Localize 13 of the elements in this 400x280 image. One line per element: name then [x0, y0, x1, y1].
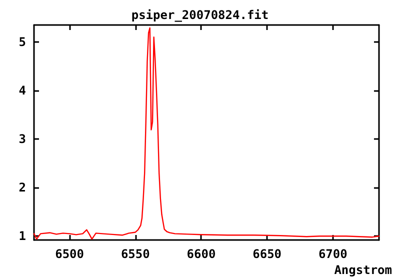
x-tick-label: 6550 [120, 247, 150, 261]
line-series [33, 27, 380, 240]
x-tick-label: 6650 [252, 247, 282, 261]
y-tick-label: 3 [18, 132, 26, 146]
x-tick-label: 6500 [55, 247, 84, 261]
y-tick-label: 2 [18, 180, 26, 195]
y-tick-label: 1 [18, 229, 26, 244]
y-tick-label: 5 [18, 34, 26, 49]
x-tick-label: 6600 [186, 247, 216, 261]
x-tick-label: 6700 [318, 247, 348, 261]
x-axis-title: Angstrom [334, 263, 392, 277]
y-tick-label: 4 [18, 84, 26, 98]
chart-title: psiper_20070824.fit [131, 8, 269, 22]
